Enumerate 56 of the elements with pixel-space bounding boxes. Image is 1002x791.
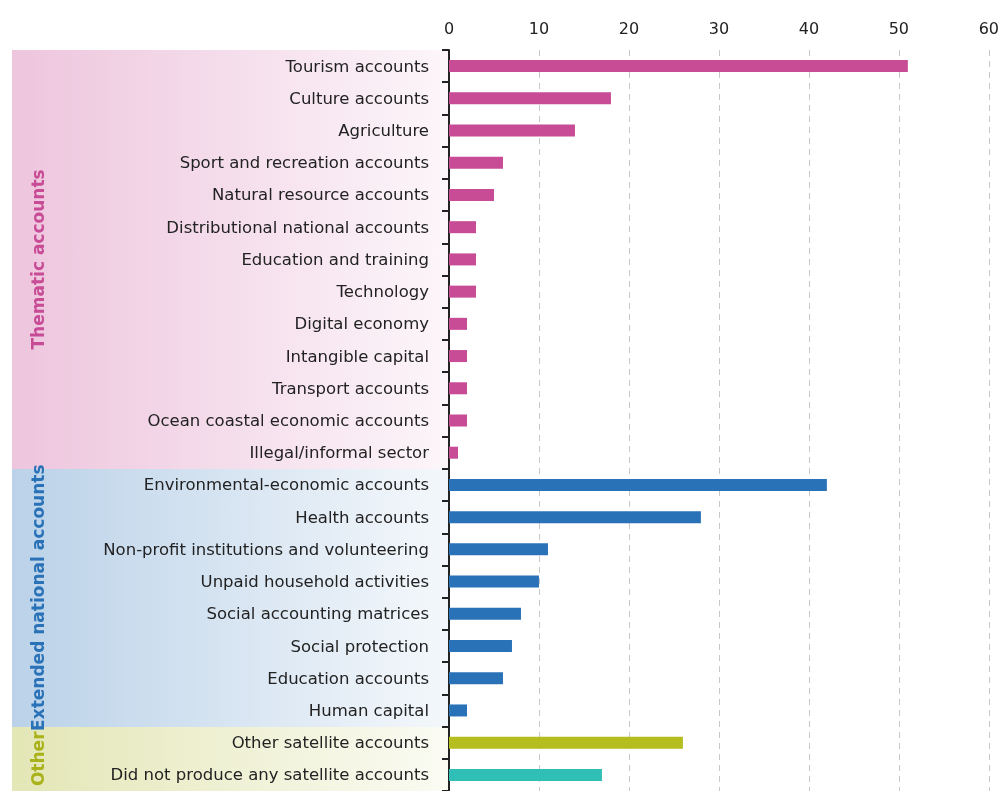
y-tick-label: Technology — [335, 282, 430, 302]
bar — [449, 221, 476, 234]
x-tick-label: 40 — [798, 18, 820, 38]
bar — [449, 672, 503, 685]
x-tick-label: 50 — [888, 18, 910, 38]
y-tick-label: Ocean coastal economic accounts — [147, 411, 429, 430]
text: Extended national accounts — [28, 464, 48, 731]
y-tick-label: Health accounts — [295, 507, 429, 527]
y-tick-label: Education and training — [241, 249, 429, 269]
bar — [449, 60, 908, 73]
y-tick-label: Other satellite accounts — [231, 733, 429, 753]
bar — [449, 768, 602, 781]
bar — [449, 317, 467, 330]
bar — [449, 414, 467, 427]
y-tick-label: Social accounting matrices — [206, 604, 429, 624]
y-tick-label: Culture accounts — [289, 88, 429, 108]
y-tick-label: Transport accounts — [271, 378, 429, 398]
y-tick-label: Education accounts — [267, 668, 429, 688]
bar — [449, 285, 476, 298]
text: Thematic accounts — [28, 169, 48, 350]
y-tick-label: Intangible capital — [285, 346, 429, 366]
text: Other — [28, 730, 48, 787]
bar — [449, 607, 521, 620]
x-tick-label: 0 — [443, 18, 455, 38]
bar — [449, 350, 467, 363]
y-tick-label: Social protection — [290, 636, 429, 656]
y-tick-label: Environmental-economic accounts — [143, 475, 429, 495]
y-tick-label: Unpaid household activities — [200, 572, 429, 592]
bar — [449, 156, 503, 169]
bar — [449, 446, 458, 459]
bar — [449, 575, 539, 588]
y-tick-label: Tourism accounts — [284, 56, 429, 76]
y-tick-label: Digital economy — [294, 314, 430, 334]
y-tick-label: Distributional national accounts — [166, 217, 429, 237]
bar — [449, 543, 548, 556]
bar — [449, 382, 467, 395]
y-tick-label: Agriculture — [338, 121, 429, 141]
bar — [449, 511, 701, 524]
bar — [449, 92, 611, 105]
bar — [449, 640, 512, 653]
x-tick-label: 20 — [618, 18, 640, 38]
y-tick-label: Illegal/informal sector — [249, 443, 430, 463]
bar — [449, 124, 575, 137]
y-tick-label: Non-profit institutions and volunteering — [103, 539, 429, 559]
bar — [449, 704, 467, 717]
y-tick-label: Sport and recreation accounts — [179, 153, 429, 173]
y-tick-label: Did not produce any satellite accounts — [110, 765, 429, 785]
bar — [449, 736, 683, 749]
x-tick-label: 30 — [708, 18, 730, 38]
x-tick-label: 60 — [978, 18, 999, 38]
bar — [449, 253, 476, 266]
bar — [449, 188, 494, 201]
x-tick-label: 10 — [528, 18, 550, 38]
y-tick-label: Human capital — [308, 700, 429, 720]
bar — [449, 478, 827, 491]
y-tick-label: Natural resource accounts — [211, 185, 429, 205]
